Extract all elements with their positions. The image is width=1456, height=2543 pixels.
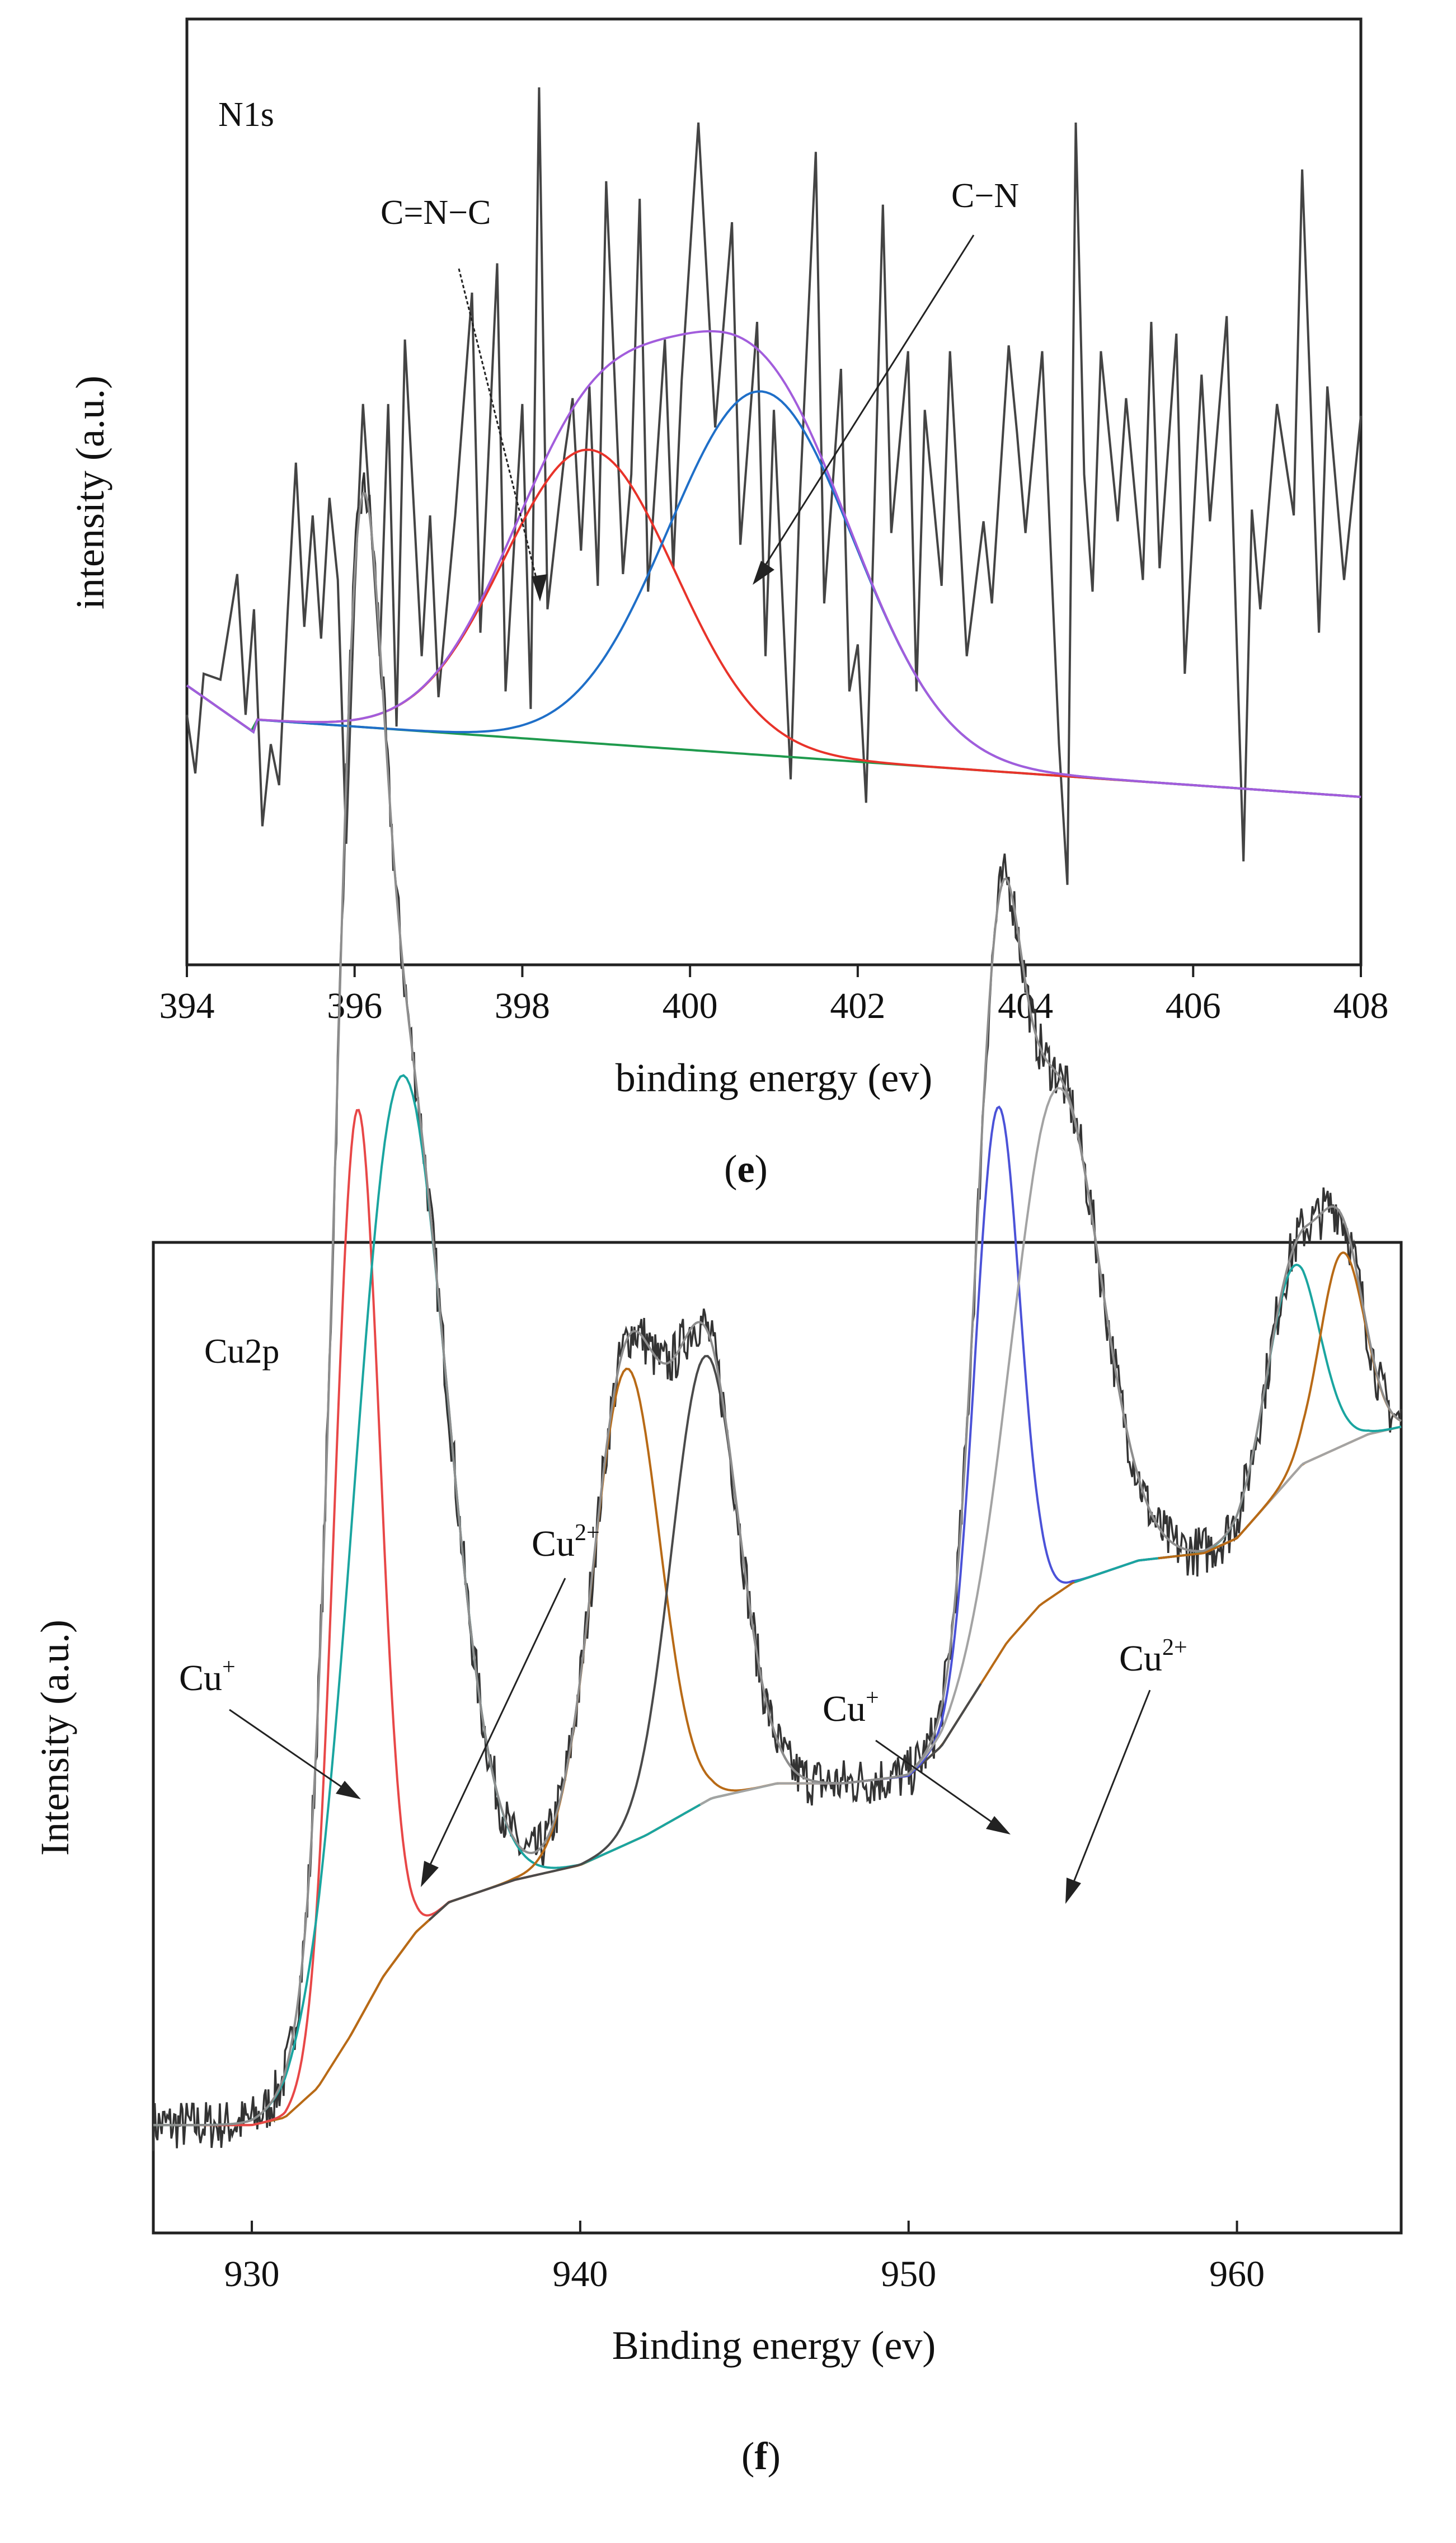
chart-e-x-axis: 394 396 398 400 402 404 406 408 [159, 965, 1389, 1026]
chart-e-plot-area [186, 87, 1362, 885]
panel-label-e: (e) [724, 1148, 768, 1191]
chart-f-annotation-cu-2plus-2: Cu2+ [1065, 1635, 1187, 1904]
chart-f-component-cu-plus-2p12 [813, 1105, 1182, 1785]
chart-f-annotation-cu-plus-2-label: Cu+ [823, 1685, 879, 1729]
chart-f-ylabel: Intensity (a.u.) [32, 1620, 77, 1856]
chart-e-raw-series [186, 87, 1362, 885]
chart-e-x-tick-label: 398 [495, 986, 550, 1026]
chart-e-x-tick-label: 402 [830, 986, 885, 1026]
chart-f-component-cu-plus-2p32 [173, 1109, 541, 2127]
chart-e-annotation-cn-arrow [757, 234, 975, 577]
chart-f-annotation-cu-2plus-1-arrow [423, 1578, 566, 1878]
chart-f-annotation-cu-plus-1-arrow [229, 1709, 352, 1795]
chart-e-x-tick-label: 394 [159, 986, 215, 1026]
chart-f-annotation-cu-2plus-2-label: Cu2+ [1119, 1635, 1187, 1679]
chart-f-plot-area [152, 472, 1402, 2151]
chart-e-annotation-cnc-arrowhead [532, 574, 547, 602]
panel-label-f: (f) [741, 2435, 781, 2478]
chart-f-background-line [153, 1425, 1402, 2127]
chart-e-frame [185, 17, 1363, 966]
chart-e-xlabel: binding energy (ev) [616, 1055, 933, 1100]
chart-f-raw-series [152, 472, 1402, 2151]
chart-f-x-tick-label: 930 [224, 2254, 280, 2295]
chart-f-annotation-cu-plus-2-arrow [875, 1739, 1002, 1830]
chart-e-x-tick-label: 396 [327, 986, 382, 1026]
chart-f-annotation-cu-2plus-2-arrowhead [1065, 1878, 1081, 1904]
chart-f-component-satellite-4 [1158, 1251, 1402, 1560]
chart-f-annotation-cu-2plus-1: Cu2+ [421, 1520, 600, 1887]
chart-e-x-tick-label: 400 [663, 986, 718, 1026]
chart-f-title: Cu2p [204, 1333, 279, 1371]
chart-f-x-tick-label: 950 [881, 2254, 936, 2295]
chart-f-xlabel: Binding energy (ev) [612, 2323, 936, 2368]
chart-f-annotation-cu-plus-1-label: Cu+ [179, 1654, 236, 1699]
chart-f-annotation-cu-2plus-2-arrow [1068, 1690, 1151, 1895]
chart-e-title: N1s [218, 96, 274, 134]
chart-f: Cu2p 930 940 950 960 Binding energy (ev) In… [32, 472, 1403, 2368]
chart-f-annotation-cu-2plus-1-arrowhead [421, 1861, 439, 1887]
chart-e-component-cnc [186, 448, 1361, 798]
chart-f-annotation-cu-plus-2-arrowhead [986, 1816, 1011, 1834]
chart-e-component-cn [186, 390, 1361, 798]
chart-e-annotation-cnc: C=N−C [381, 194, 547, 602]
chart-e-envelope [186, 330, 1361, 798]
chart-e-background-line [186, 684, 1361, 798]
chart-f-component-cu-2plus-2p12 [699, 1087, 1402, 1806]
chart-e-annotation-cn-label: C−N [951, 177, 1019, 215]
chart-e-annotation-cnc-label: C=N−C [381, 194, 491, 232]
chart-f-frame [152, 1241, 1403, 2235]
chart-f-annotation-cu-plus-1: Cu+ [179, 1654, 361, 1799]
chart-e-annotation-cn: C−N [753, 177, 1019, 585]
chart-f-annotation-cu-2plus-1-label: Cu2+ [532, 1520, 600, 1564]
chart-f-x-tick-label: 940 [552, 2254, 608, 2295]
chart-f-annotation-cu-plus-1-arrowhead [336, 1781, 361, 1799]
chart-e-ylabel: intensity (a.u.) [68, 376, 112, 609]
chart-f-x-tick-label: 960 [1209, 2254, 1265, 2295]
chart-e-x-tick-label: 406 [1166, 986, 1221, 1026]
chart-f-component-cu-2plus-2p32 [153, 1074, 779, 2127]
chart-f-x-axis: 930 940 950 960 [224, 2221, 1265, 2295]
chart-f-component-satellite-1 [349, 1367, 903, 2037]
chart-e: N1s 394 396 398 400 402 404 406 408 binding ene… [68, 17, 1389, 1100]
chart-e-x-tick-label: 408 [1333, 986, 1389, 1026]
chart-e-annotation-cn-arrowhead [753, 561, 774, 585]
chart-f-annotation-cu-plus-2: Cu+ [823, 1685, 1011, 1834]
chart-f-envelope [153, 491, 1402, 2127]
